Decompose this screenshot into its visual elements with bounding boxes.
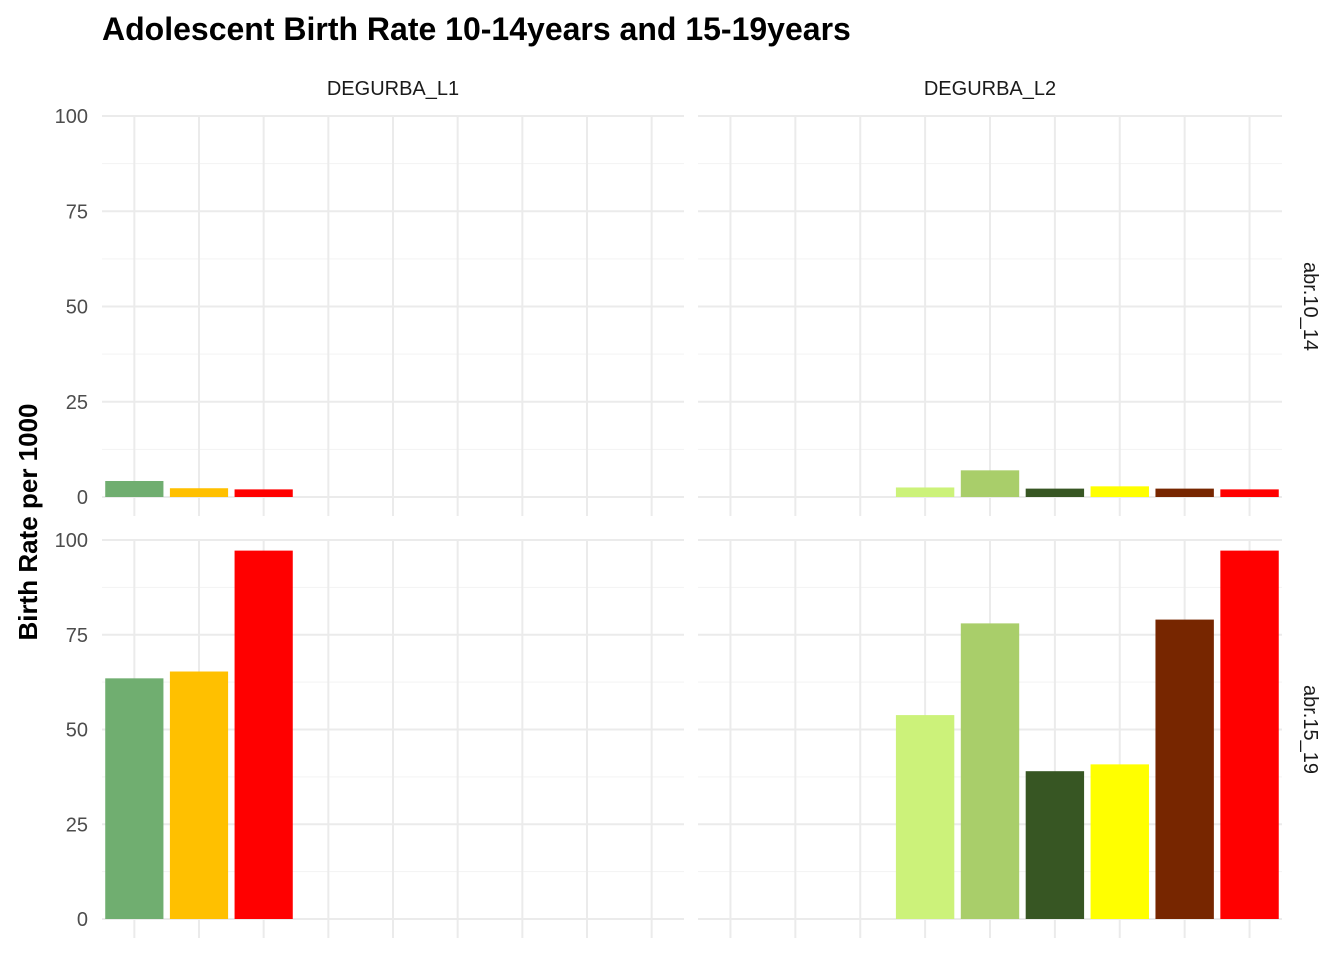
bar [105, 678, 164, 919]
column-facet-label: DEGURBA_L1 [327, 78, 459, 100]
bar [1220, 489, 1279, 497]
panel-grid [102, 115, 684, 516]
bar [960, 470, 1020, 497]
bar [169, 488, 229, 497]
chart-title: Adolescent Birth Rate 10-14years and 15-… [102, 11, 851, 47]
y-tick-label: 50 [66, 720, 88, 742]
y-tick-label: 100 [55, 530, 88, 552]
y-tick-label: 50 [66, 297, 88, 319]
panel-grid [698, 115, 1282, 516]
bar [169, 671, 229, 919]
column-facet-label: DEGURBA_L2 [924, 78, 1056, 100]
bar [105, 480, 164, 497]
y-axis-label: Birth Rate per 1000 [13, 404, 43, 641]
bar [1090, 764, 1149, 919]
bar [234, 489, 293, 497]
bar [1155, 619, 1214, 919]
panels-layer: 0 25 50 75 100 0 25 50 75 100 DEGURBA_L1 DEGURBA_L2… [55, 78, 1321, 938]
bar [895, 715, 955, 919]
bar [1155, 488, 1214, 497]
bar [234, 550, 293, 919]
bar [1220, 550, 1279, 919]
bar [1090, 486, 1149, 497]
row-facet-label: abr.10_14 [1299, 262, 1321, 351]
y-tick-label: 0 [77, 487, 88, 509]
bar [1025, 488, 1085, 497]
y-tick-label: 75 [66, 201, 88, 223]
bar [1025, 771, 1085, 919]
row-facet-label: abr.15_19 [1299, 685, 1321, 774]
y-tick-label: 100 [55, 106, 88, 128]
y-tick-label: 0 [77, 909, 88, 931]
y-tick-label: 25 [66, 392, 88, 414]
bar [895, 487, 955, 497]
y-tick-label: 75 [66, 625, 88, 647]
y-tick-label: 25 [66, 814, 88, 836]
bar [960, 623, 1020, 919]
